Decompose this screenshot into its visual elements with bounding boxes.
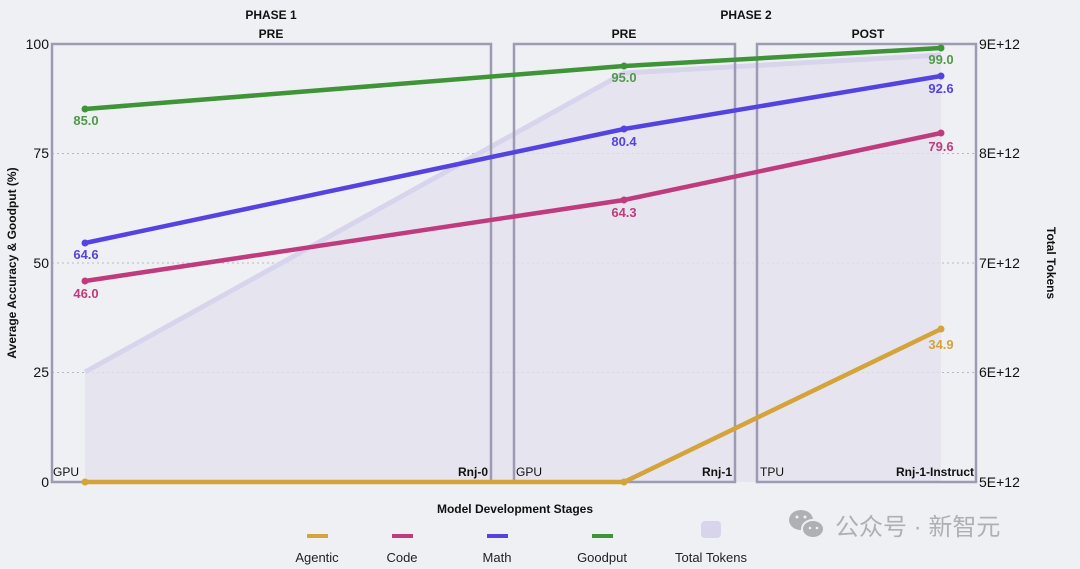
goodput-label-3: 99.0 <box>928 52 953 67</box>
right-tick-5e12: 5E+12 <box>979 474 1020 490</box>
legend-swatch-code <box>392 534 413 538</box>
phase2-pre-title: PRE <box>612 27 637 41</box>
left-tick-100: 100 <box>26 36 50 52</box>
right-tick-9e12: 9E+12 <box>979 36 1020 52</box>
point-labels: 85.0 95.0 99.0 64.6 80.4 92.6 46.0 64.3 … <box>73 52 953 352</box>
watermark: 公众号 · 新智元 <box>789 510 1000 541</box>
right-tick-8e12: 8E+12 <box>979 145 1020 161</box>
math-label-2: 80.4 <box>611 134 637 149</box>
right-tick-6e12: 6E+12 <box>979 364 1020 380</box>
right-axis-title: Total Tokens <box>1044 227 1058 300</box>
left-tick-0: 0 <box>41 474 49 490</box>
right-tick-7e12: 7E+12 <box>979 255 1020 271</box>
math-label-3: 92.6 <box>928 81 953 96</box>
box1-model: Rnj-0 <box>458 465 488 479</box>
left-axis-title: Average Accuracy & Goodput (%) <box>5 167 19 358</box>
box2-hardware: GPU <box>516 465 542 479</box>
left-tick-75: 75 <box>33 145 49 161</box>
legend-label-goodput: Goodput <box>577 550 627 565</box>
phase2-title: PHASE 2 <box>720 8 772 22</box>
box1-hardware: GPU <box>53 465 79 479</box>
legend-swatch-goodput <box>592 534 613 538</box>
left-tick-50: 50 <box>33 255 49 271</box>
legend-label-math: Math <box>483 550 512 565</box>
legend-swatch-total-tokens <box>701 521 721 538</box>
code-label-1: 46.0 <box>73 286 98 301</box>
box3-model: Rnj-1-Instruct <box>896 465 974 479</box>
phase1-title: PHASE 1 <box>245 8 297 22</box>
markers <box>81 44 945 486</box>
right-axis: 9E+12 8E+12 7E+12 6E+12 5E+12 <box>979 36 1020 490</box>
code-label-3: 79.6 <box>928 139 953 154</box>
x-axis-title: Model Development Stages <box>437 502 593 516</box>
wechat-icon <box>789 510 825 539</box>
watermark-text: 公众号 · 新智元 <box>835 514 1000 541</box>
legend-label-total-tokens: Total Tokens <box>675 550 748 565</box>
legend-swatch-agentic <box>307 534 328 538</box>
legend: Agentic Code Math Goodput Total Tokens <box>295 521 748 565</box>
legend-label-agentic: Agentic <box>295 550 339 565</box>
agentic-label-3: 34.9 <box>928 337 953 352</box>
phase1-pre-title: PRE <box>259 27 284 41</box>
code-label-2: 64.3 <box>611 205 636 220</box>
total-tokens-line <box>83 52 942 375</box>
box2-model: Rnj-1 <box>702 465 732 479</box>
left-tick-25: 25 <box>33 364 49 380</box>
goodput-label-2: 95.0 <box>611 70 636 85</box>
phase2-post-box <box>755 42 978 484</box>
goodput-label-1: 85.0 <box>73 113 98 128</box>
legend-label-code: Code <box>386 550 417 565</box>
left-axis: 100 75 50 25 0 <box>26 36 50 490</box>
box3-hardware: TPU <box>760 465 784 479</box>
legend-swatch-math <box>487 534 508 538</box>
phase2-post-title: POST <box>852 27 885 41</box>
math-label-1: 64.6 <box>73 247 98 262</box>
